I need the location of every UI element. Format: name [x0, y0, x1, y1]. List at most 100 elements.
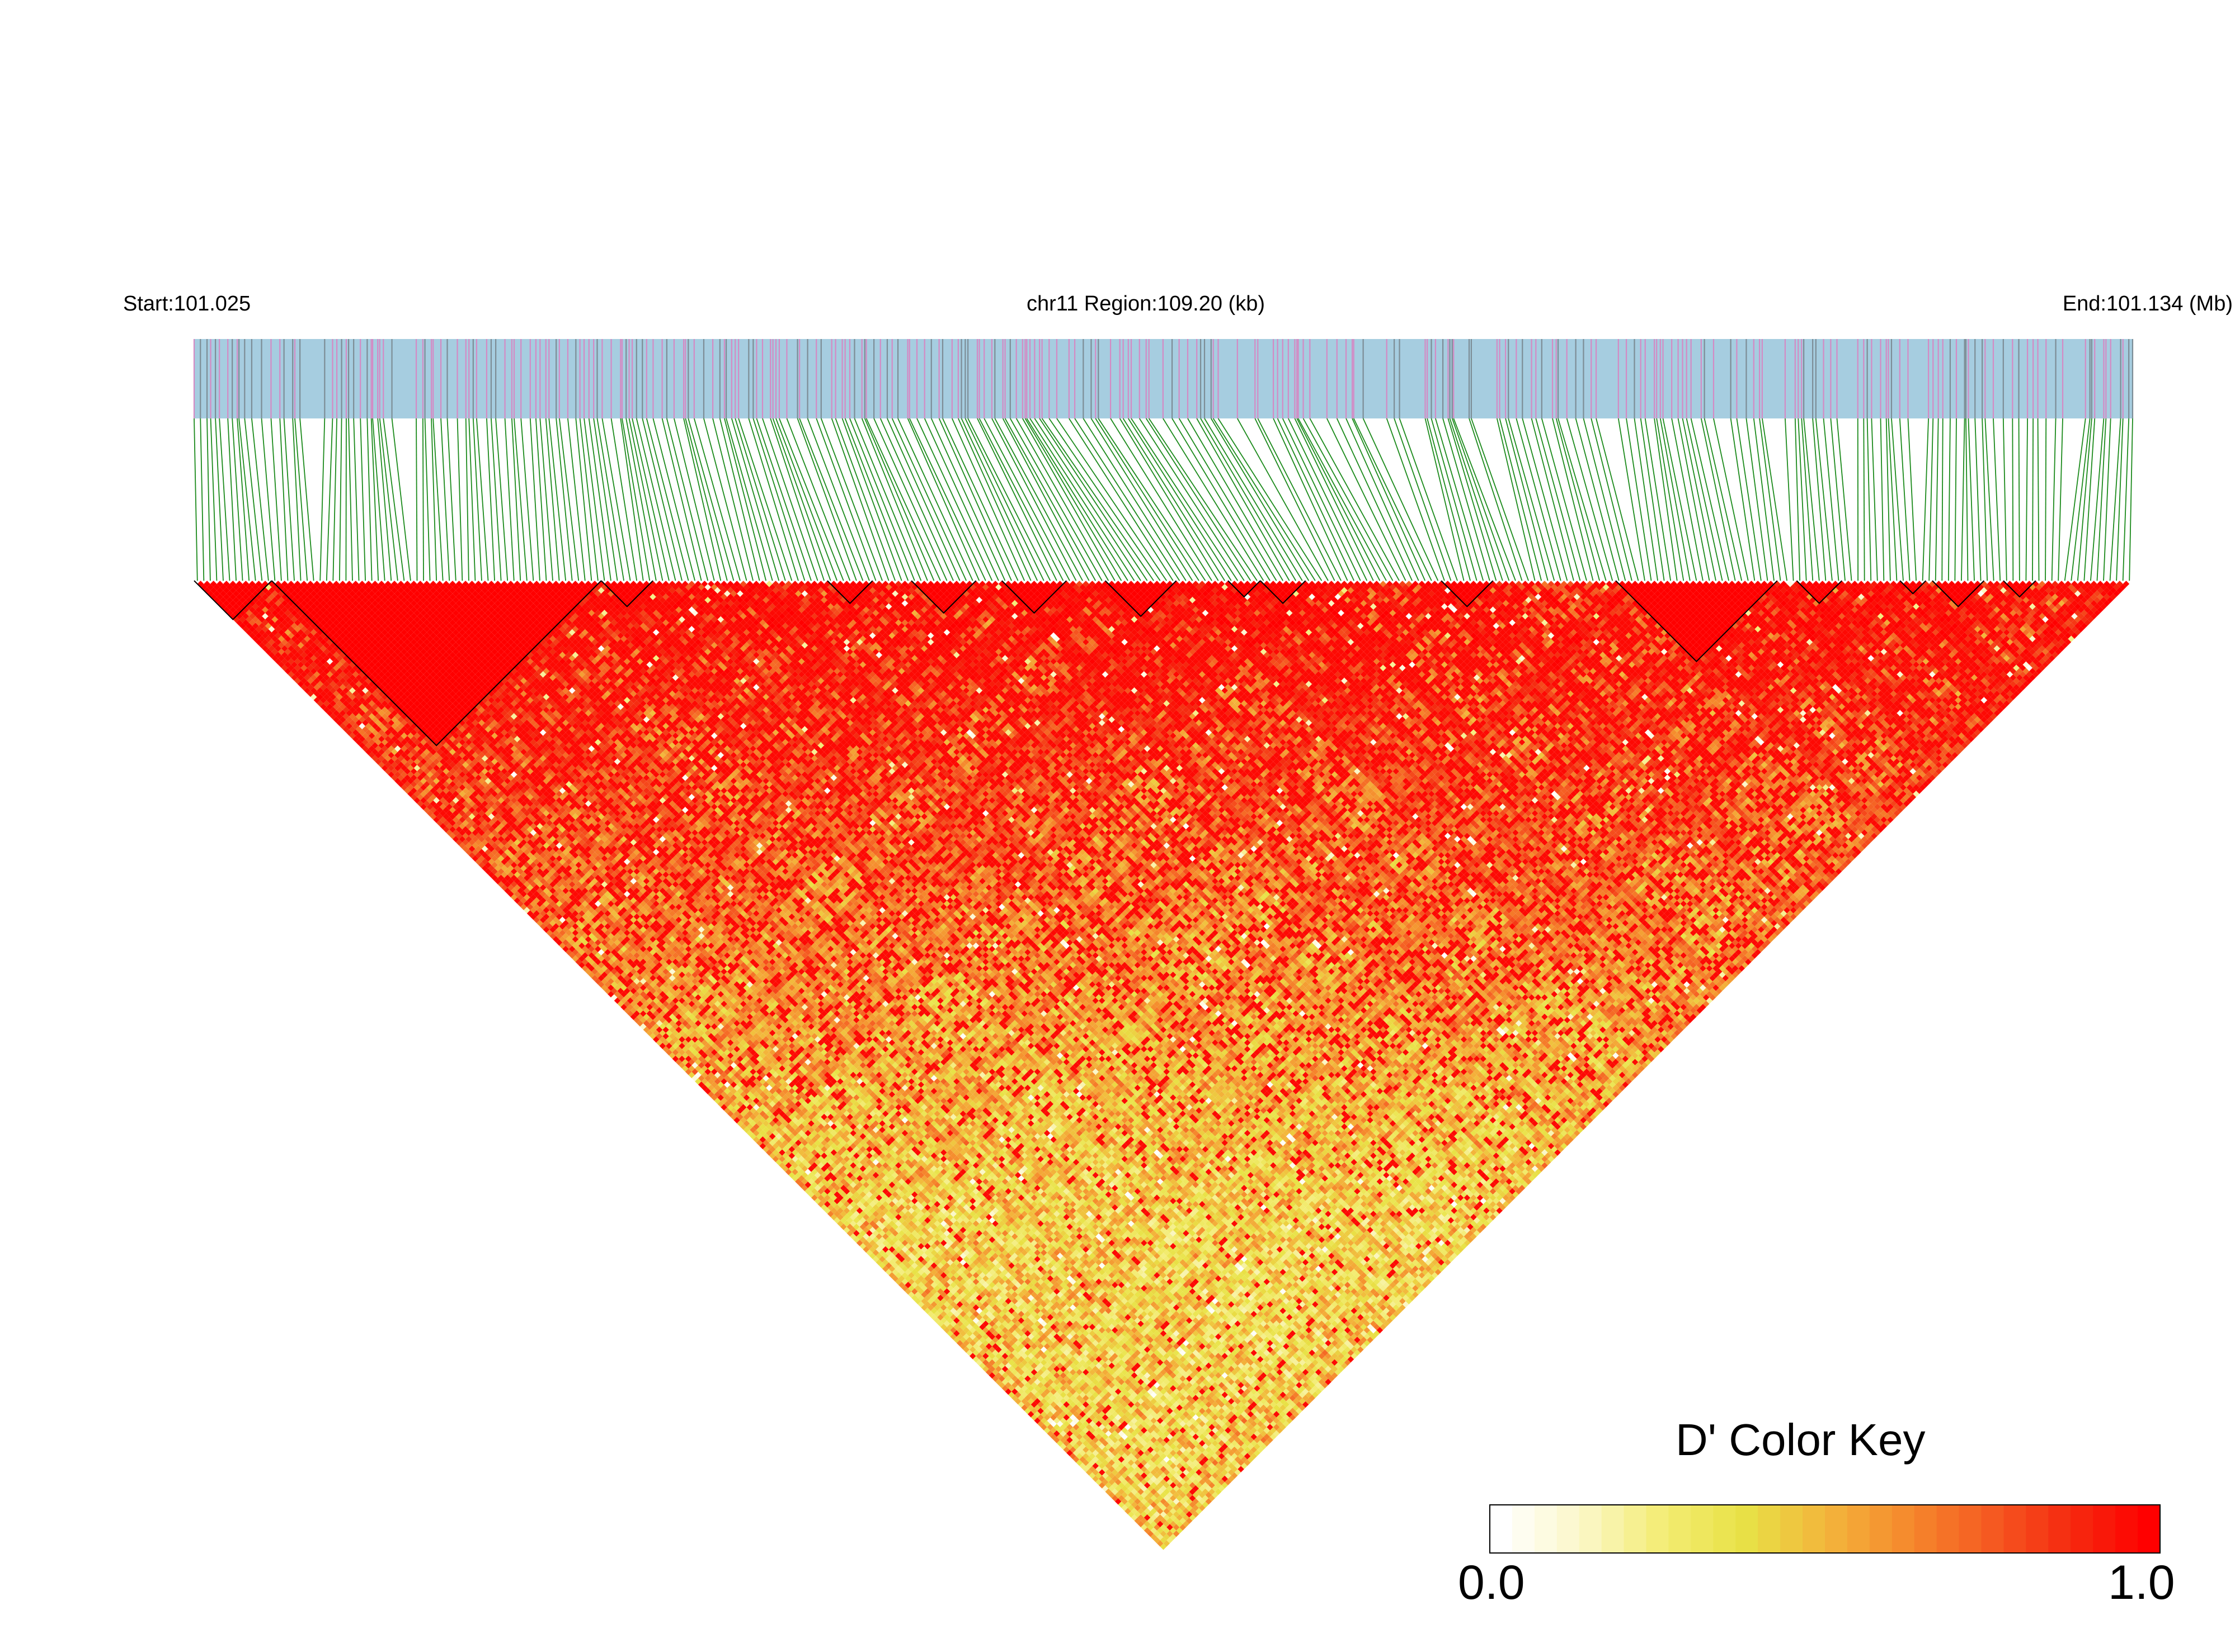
- snp-connector-line: [1273, 418, 1348, 581]
- snp-connector-line: [219, 418, 229, 581]
- snp-connectors: [194, 418, 2133, 581]
- snp-connector-line: [200, 418, 204, 581]
- snp-connector-line: [1824, 418, 1839, 581]
- snp-connector-line: [1448, 418, 1496, 581]
- snp-connector-line: [1075, 418, 1179, 581]
- snp-connector-line: [626, 418, 656, 581]
- snp-connector-line: [1387, 418, 1444, 581]
- snp-connector-line: [1701, 418, 1735, 581]
- snp-connector-line: [1204, 418, 1302, 581]
- snp-connector-line: [340, 418, 342, 581]
- snp-connector-line: [1111, 418, 1212, 581]
- snp-connector-line: [674, 418, 714, 581]
- snp-connector-line: [749, 418, 798, 581]
- snp-connector-line: [637, 418, 676, 581]
- snp-connector-line: [540, 418, 553, 581]
- snp-connector-line: [779, 418, 844, 581]
- snp-connector-line: [2019, 418, 2020, 581]
- snp-connector-line: [320, 418, 324, 581]
- snp-connector-line: [1871, 418, 1877, 581]
- snp-connector-line: [207, 418, 210, 581]
- snp-connector-line: [589, 418, 611, 581]
- snp-connector-line: [2123, 418, 2129, 581]
- snp-connector-line: [252, 418, 269, 581]
- snp-connector-line: [2110, 418, 2121, 581]
- snp-connector-line: [1352, 418, 1425, 581]
- snp-connector-line: [977, 418, 1057, 581]
- snp-connector-line: [1867, 418, 1871, 581]
- snp-connector-line: [1069, 418, 1173, 581]
- snp-connector-line: [1908, 418, 1916, 581]
- snp-connector-line: [1737, 418, 1761, 581]
- snp-connector-line: [2052, 418, 2056, 581]
- snp-connector-line: [1508, 418, 1554, 581]
- snp-connector-line: [1027, 418, 1128, 581]
- snp-connector-line: [333, 418, 337, 581]
- snp-connector-line: [536, 418, 547, 581]
- snp-connector-line: [910, 418, 986, 581]
- snp-connector-line: [632, 418, 669, 581]
- snp-connector-line: [354, 418, 359, 581]
- snp-connector-line: [2116, 418, 2123, 581]
- snp-connector-line: [684, 418, 721, 581]
- snp-connector-line: [1042, 418, 1154, 581]
- snp-connector-line: [962, 418, 1038, 581]
- snp-connector-line: [433, 418, 443, 581]
- snp-connector-line: [228, 418, 236, 581]
- snp-connector-line: [2129, 418, 2133, 581]
- snp-connector-line: [211, 418, 217, 581]
- snp-connector-line: [1762, 418, 1787, 581]
- snp-connector-line: [1660, 418, 1690, 581]
- snp-connector-line: [1017, 418, 1109, 581]
- snp-connector-line: [2045, 418, 2046, 581]
- snp-connector-line: [431, 418, 436, 581]
- snp-connector-line: [2012, 418, 2013, 581]
- snp-connector-line: [300, 418, 314, 581]
- snp-connector-line: [836, 418, 896, 581]
- snp-connector-line: [1179, 418, 1277, 581]
- snp-connector-line: [487, 418, 495, 581]
- snp-connector-line: [284, 418, 294, 581]
- snp-connector-line: [773, 418, 831, 581]
- snp-connector-line: [1354, 418, 1432, 581]
- snp-connector-line: [984, 418, 1070, 581]
- snp-connector-line: [1634, 418, 1658, 581]
- snp-connector-line: [367, 418, 371, 581]
- snp-connector-line: [1471, 418, 1528, 581]
- snp-connector-line: [667, 418, 708, 581]
- snp-connector-line: [724, 418, 766, 581]
- snp-connector-line: [1923, 418, 1928, 581]
- snp-connector-line: [1452, 418, 1509, 581]
- snp-connector-line: [423, 418, 424, 581]
- snp-connector-line: [1929, 418, 1933, 581]
- snp-connector-line: [477, 418, 488, 581]
- snp-connector-line: [939, 418, 1011, 581]
- snp-connector-line: [360, 418, 365, 581]
- snp-connector-line: [458, 418, 463, 581]
- snp-connector-line: [1431, 418, 1476, 581]
- snp-connector-line: [850, 418, 915, 581]
- snp-connector-line: [327, 418, 333, 581]
- snp-connector-line: [732, 418, 779, 581]
- snp-connector-line: [1443, 418, 1490, 581]
- snp-connector-line: [854, 418, 921, 581]
- snp-connector-line: [556, 418, 572, 581]
- snp-connector-line: [735, 418, 785, 581]
- snp-connector-line: [559, 418, 578, 581]
- snp-connector-line: [1552, 418, 1593, 581]
- snp-connector-line: [1542, 418, 1587, 581]
- snp-connector-line: [466, 418, 469, 581]
- snp-connector-line: [1785, 418, 1794, 581]
- snp-connector-line: [1197, 418, 1290, 581]
- snp-connector-line: [1831, 418, 1845, 581]
- snp-connector-line: [1123, 418, 1225, 581]
- snp-connector-line: [1881, 418, 1884, 581]
- snp-connector-line: [1098, 418, 1205, 581]
- snp-connector-line: [653, 418, 695, 581]
- snp-connector-line: [1961, 418, 1965, 581]
- snp-connector-line: [1532, 418, 1574, 581]
- snp-connector-line: [1993, 418, 2000, 581]
- snp-connector-line: [594, 418, 617, 581]
